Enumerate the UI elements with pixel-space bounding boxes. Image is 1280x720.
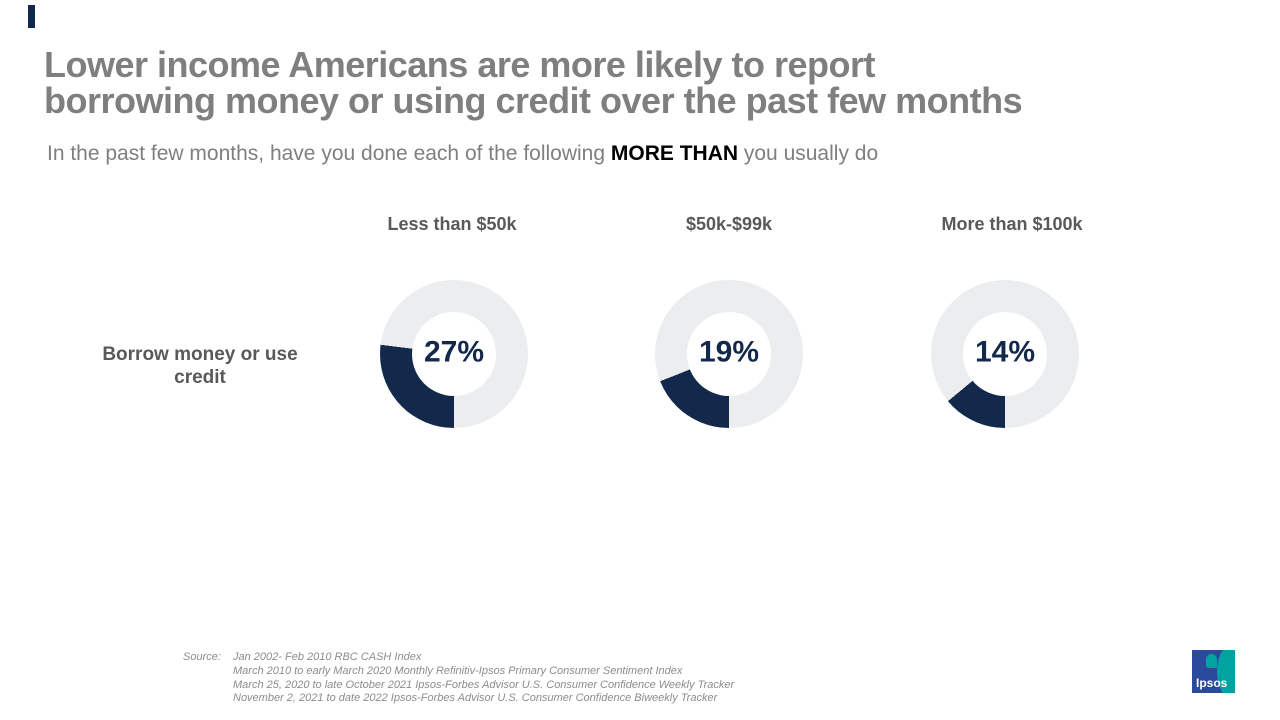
question-subtitle-prefix: In the past few months, have you done ea… xyxy=(47,142,611,165)
donut-hole xyxy=(412,312,496,396)
row-label-borrow-money: Borrow money or use credit xyxy=(102,344,298,388)
source-line: March 2010 to early March 2020 Monthly R… xyxy=(233,664,683,677)
ipsos-logo: Ipsos xyxy=(1192,650,1235,693)
source-line: March 25, 2020 to late October 2021 Ipso… xyxy=(233,678,735,691)
source-lines: Jan 2002- Feb 2010 RBC CASH Index March … xyxy=(233,651,793,706)
source-label: Source: xyxy=(183,651,221,663)
donut-hole xyxy=(687,312,771,396)
source-line: Jan 2002- Feb 2010 RBC CASH Index xyxy=(233,651,422,663)
question-subtitle-emphasis: MORE THAN xyxy=(610,142,739,165)
source-line: November 2, 2021 to date 2022 Ipsos-Forb… xyxy=(233,692,718,705)
page-title: Lower income Americans are more likely t… xyxy=(44,47,1244,119)
donut-hole xyxy=(963,312,1047,396)
accent-bar xyxy=(28,5,35,28)
column-header-less-than-50k: Less than $50k xyxy=(387,214,517,234)
question-subtitle: In the past few months, have you done ea… xyxy=(47,142,1147,166)
donut-value-label: 27% xyxy=(423,335,485,369)
page-title-line2: borrowing money or using credit over the… xyxy=(44,80,1023,121)
logo-profile-icon xyxy=(1206,654,1217,668)
donut-value-label: 19% xyxy=(698,335,760,369)
logo-swoosh-shape xyxy=(1217,650,1235,693)
donut-value-label: 14% xyxy=(974,335,1036,369)
logo-wordmark: Ipsos xyxy=(1196,676,1228,690)
donut-chart-50k-99k: 19% xyxy=(655,280,803,428)
donut-chart-more-than-100k: 14% xyxy=(931,280,1079,428)
page-title-line1: Lower income Americans are more likely t… xyxy=(44,44,875,85)
donut-chart-less-than-50k: 27% xyxy=(380,280,528,428)
column-header-more-than-100k: More than $100k xyxy=(941,214,1083,234)
question-subtitle-suffix: you usually do xyxy=(738,142,879,165)
column-header-50k-99k: $50k-$99k xyxy=(685,214,773,234)
